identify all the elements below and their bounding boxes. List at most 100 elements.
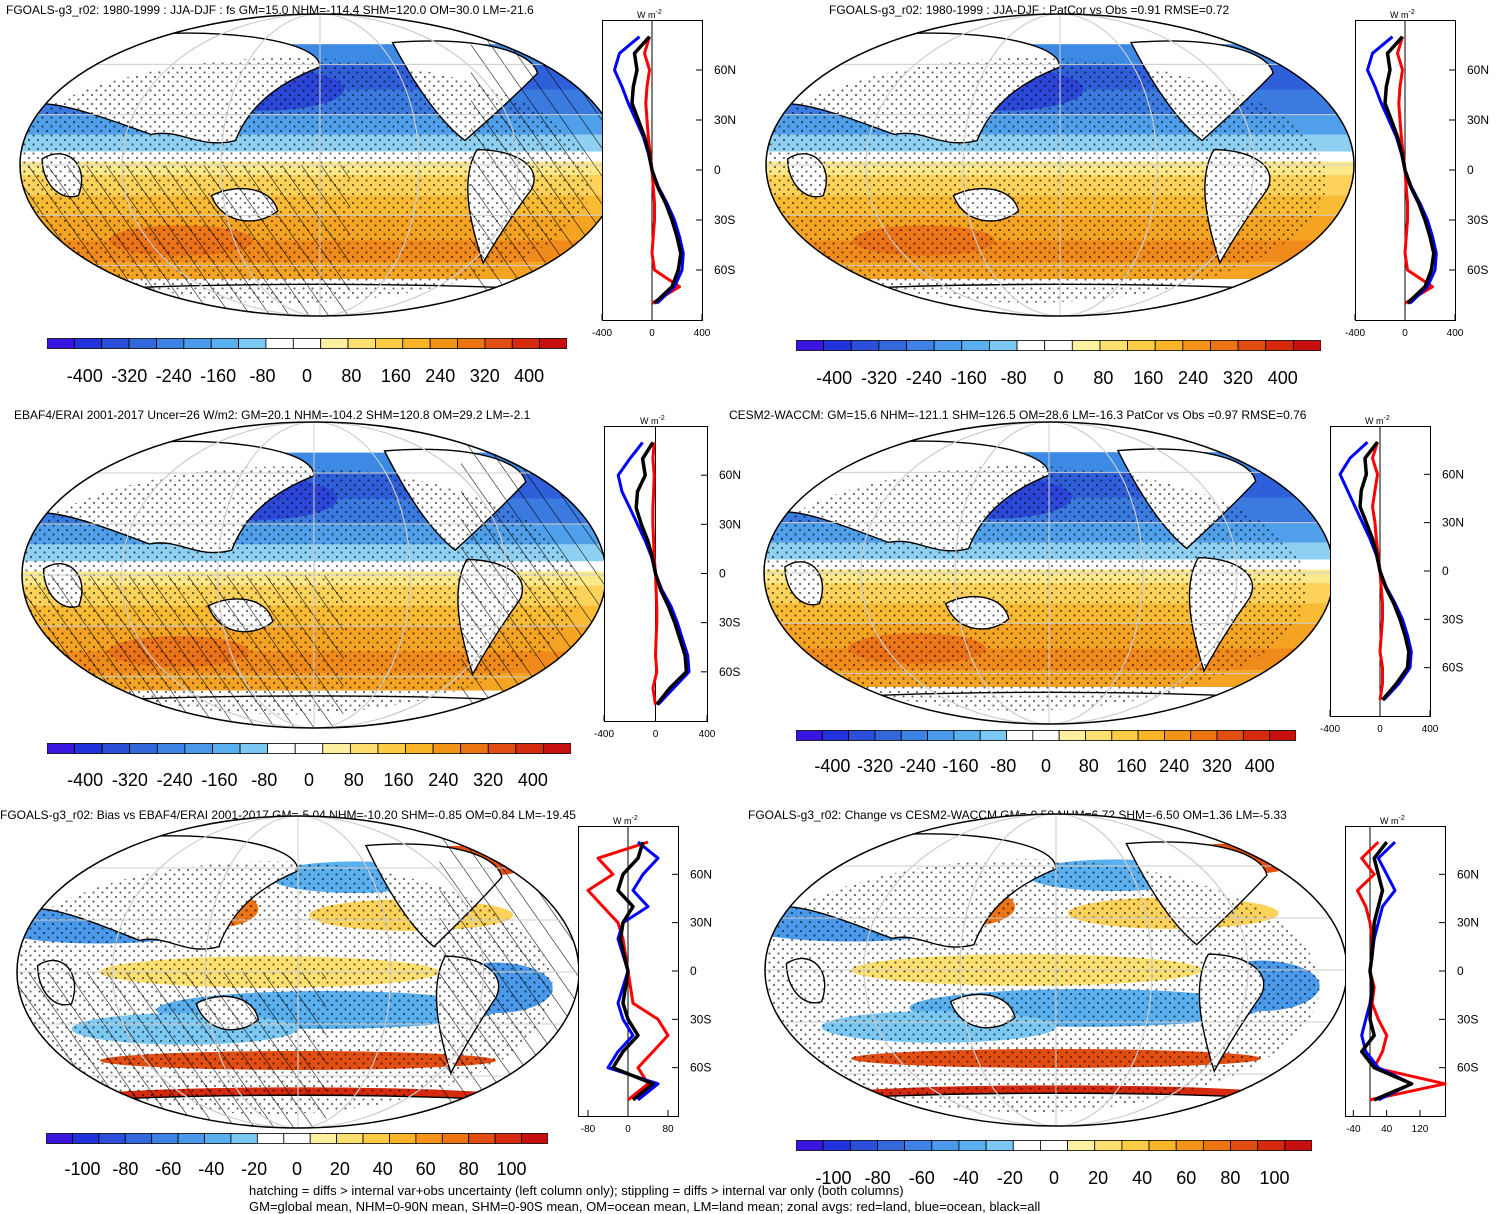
colorbar-swatch — [494, 1133, 522, 1144]
colorbar-swatch — [521, 1133, 548, 1144]
colorbar-swatch — [212, 743, 241, 754]
colorbar-swatch — [402, 338, 431, 349]
x-tick-label: -80 — [581, 1124, 596, 1135]
x-tick-label: -400 — [1345, 328, 1365, 339]
colorbar-swatch — [47, 743, 75, 754]
colorbar-swatch — [429, 338, 458, 349]
y-tick-label: 60N — [1467, 63, 1489, 77]
y-tick-label: 60S — [1442, 661, 1463, 675]
colorbar-swatch — [184, 743, 213, 754]
zonal-units: W m-2 — [1390, 9, 1415, 20]
colorbar-tick-label: -20 — [996, 1168, 1023, 1188]
y-tick-label: 60S — [1467, 263, 1488, 277]
colorbar-swatch — [292, 338, 322, 349]
colorbar-tick-label: 240 — [1178, 368, 1209, 388]
colorbar-tick-label: 80 — [1078, 756, 1099, 776]
x-tick-label: 0 — [625, 1124, 631, 1135]
colorbar-tick-label: 0 — [1040, 756, 1052, 776]
colorbar-swatch — [256, 1133, 285, 1144]
colorbar-tick-label: -40 — [952, 1168, 979, 1188]
zonal-series-all — [1383, 35, 1436, 305]
colorbar-swatch — [239, 743, 269, 754]
zonal-units-exponent: -2 — [1399, 815, 1405, 822]
colorbar-tick-label: -40 — [198, 1159, 225, 1179]
y-tick-label: 0 — [1457, 964, 1464, 978]
colorbar-swatch — [1242, 730, 1271, 741]
y-tick-label: 30S — [1457, 1012, 1478, 1026]
panel-title: FGOALS-g3_r02: 1980-1999 : JJA-DJF : fs … — [6, 3, 534, 17]
colorbar-tick-label: -320 — [111, 366, 148, 386]
zonal-plot: 60N 30N 0 30S 60S -40 40 120 W m-2 — [1345, 815, 1479, 1135]
footer-line-2: GM=global mean, NHM=0-90N mean, SHM=0-90… — [249, 1199, 1041, 1214]
colorbar-tick-label: -320 — [111, 770, 148, 790]
colorbar-tick-label: 240 — [1159, 756, 1190, 776]
map — [16, 815, 580, 1129]
colorbar-tick-label: 0 — [303, 770, 315, 790]
zonal-plot: 60N 30N 0 30S 60S -400 0 400 W m-2 — [594, 415, 741, 740]
panel-title: FGOALS-g3_r02: Bias vs EBAF4/ERAI 2001-2… — [0, 808, 576, 822]
colorbar-swatch — [961, 340, 990, 351]
colorbar-swatch — [1127, 340, 1156, 351]
colorbar-tick-label: -160 — [950, 368, 987, 388]
colorbar-tick-label: 80 — [343, 770, 364, 790]
colorbar-tick-label: 160 — [1116, 756, 1147, 776]
colorbar-tick-label: 0 — [1053, 368, 1064, 388]
colorbar-tick-label: 160 — [383, 770, 414, 790]
colorbar-swatch — [1085, 730, 1113, 741]
colorbar-tick-label: 100 — [496, 1159, 527, 1179]
map-outline — [765, 13, 1355, 317]
colorbar-swatch — [460, 743, 489, 754]
zonal-plot: 60N 30N 0 30S 60S -400 0 400 W m-2 — [1320, 415, 1464, 735]
colorbar-swatch — [985, 1140, 1014, 1151]
colorbar-tick-label: 400 — [517, 770, 548, 790]
graticule-lon — [959, 814, 1153, 1126]
colorbar — [796, 1140, 1312, 1151]
x-tick-label: 400 — [694, 328, 711, 339]
colorbar — [796, 730, 1296, 741]
colorbar — [47, 338, 567, 349]
colorbar-tick-label: -80 — [112, 1159, 139, 1179]
graticule-lon — [865, 14, 1255, 316]
colorbar-swatch — [238, 338, 267, 349]
colorbar-swatch — [362, 1133, 390, 1144]
colorbar-swatch — [1202, 1140, 1231, 1151]
colorbar-swatch — [1032, 730, 1060, 741]
colorbar-swatch — [98, 1133, 126, 1144]
panel-title: FGOALS-g3_r02: 1980-1999 : JJA-DJF : Pat… — [829, 3, 1230, 17]
colorbar-swatch — [124, 1133, 153, 1144]
colorbar-tick-label: 320 — [469, 366, 500, 386]
graticule-lon — [217, 422, 411, 728]
colorbar-swatch — [1006, 730, 1034, 741]
colorbar-swatch — [156, 338, 185, 349]
x-tick-label: 0 — [653, 729, 659, 740]
colorbar-tick-label: -160 — [201, 770, 238, 790]
colorbar-swatch — [1292, 340, 1321, 351]
x-tick-label: 120 — [1412, 1124, 1429, 1135]
colorbar-tick-label: -240 — [155, 366, 192, 386]
colorbar-swatch — [1111, 730, 1139, 741]
colorbar-swatch — [309, 1133, 338, 1144]
zonal-units: W m-2 — [1365, 415, 1390, 426]
x-tick-label: 0 — [1377, 724, 1383, 735]
colorbar-swatch — [1216, 730, 1244, 741]
colorbar-swatch — [1067, 1140, 1096, 1151]
y-tick-label: 60N — [1457, 867, 1479, 881]
graticule-lon — [863, 814, 1249, 1126]
colorbar-swatch — [850, 340, 880, 351]
colorbar-swatch — [487, 743, 517, 754]
colorbar-swatch — [177, 1133, 205, 1144]
zonal-plot: 60N 30N 0 30S 60S -400 0 400 W m-2 — [1345, 9, 1489, 339]
y-tick-label: 60N — [719, 468, 741, 482]
colorbar-swatch — [322, 743, 351, 754]
colorbar-swatch — [468, 1133, 496, 1144]
colorbar-swatch — [1058, 730, 1086, 741]
colorbar-tick-label: 80 — [1093, 368, 1114, 388]
graticule-lon — [121, 14, 519, 316]
colorbar-swatch — [1190, 730, 1218, 741]
colorbar-swatch — [931, 1140, 960, 1151]
y-tick-label: 30N — [719, 517, 741, 531]
colorbar-swatch — [1257, 1140, 1286, 1151]
y-tick-label: 30N — [1467, 113, 1489, 127]
colorbar-swatch — [796, 730, 823, 741]
hatching — [22, 575, 344, 728]
